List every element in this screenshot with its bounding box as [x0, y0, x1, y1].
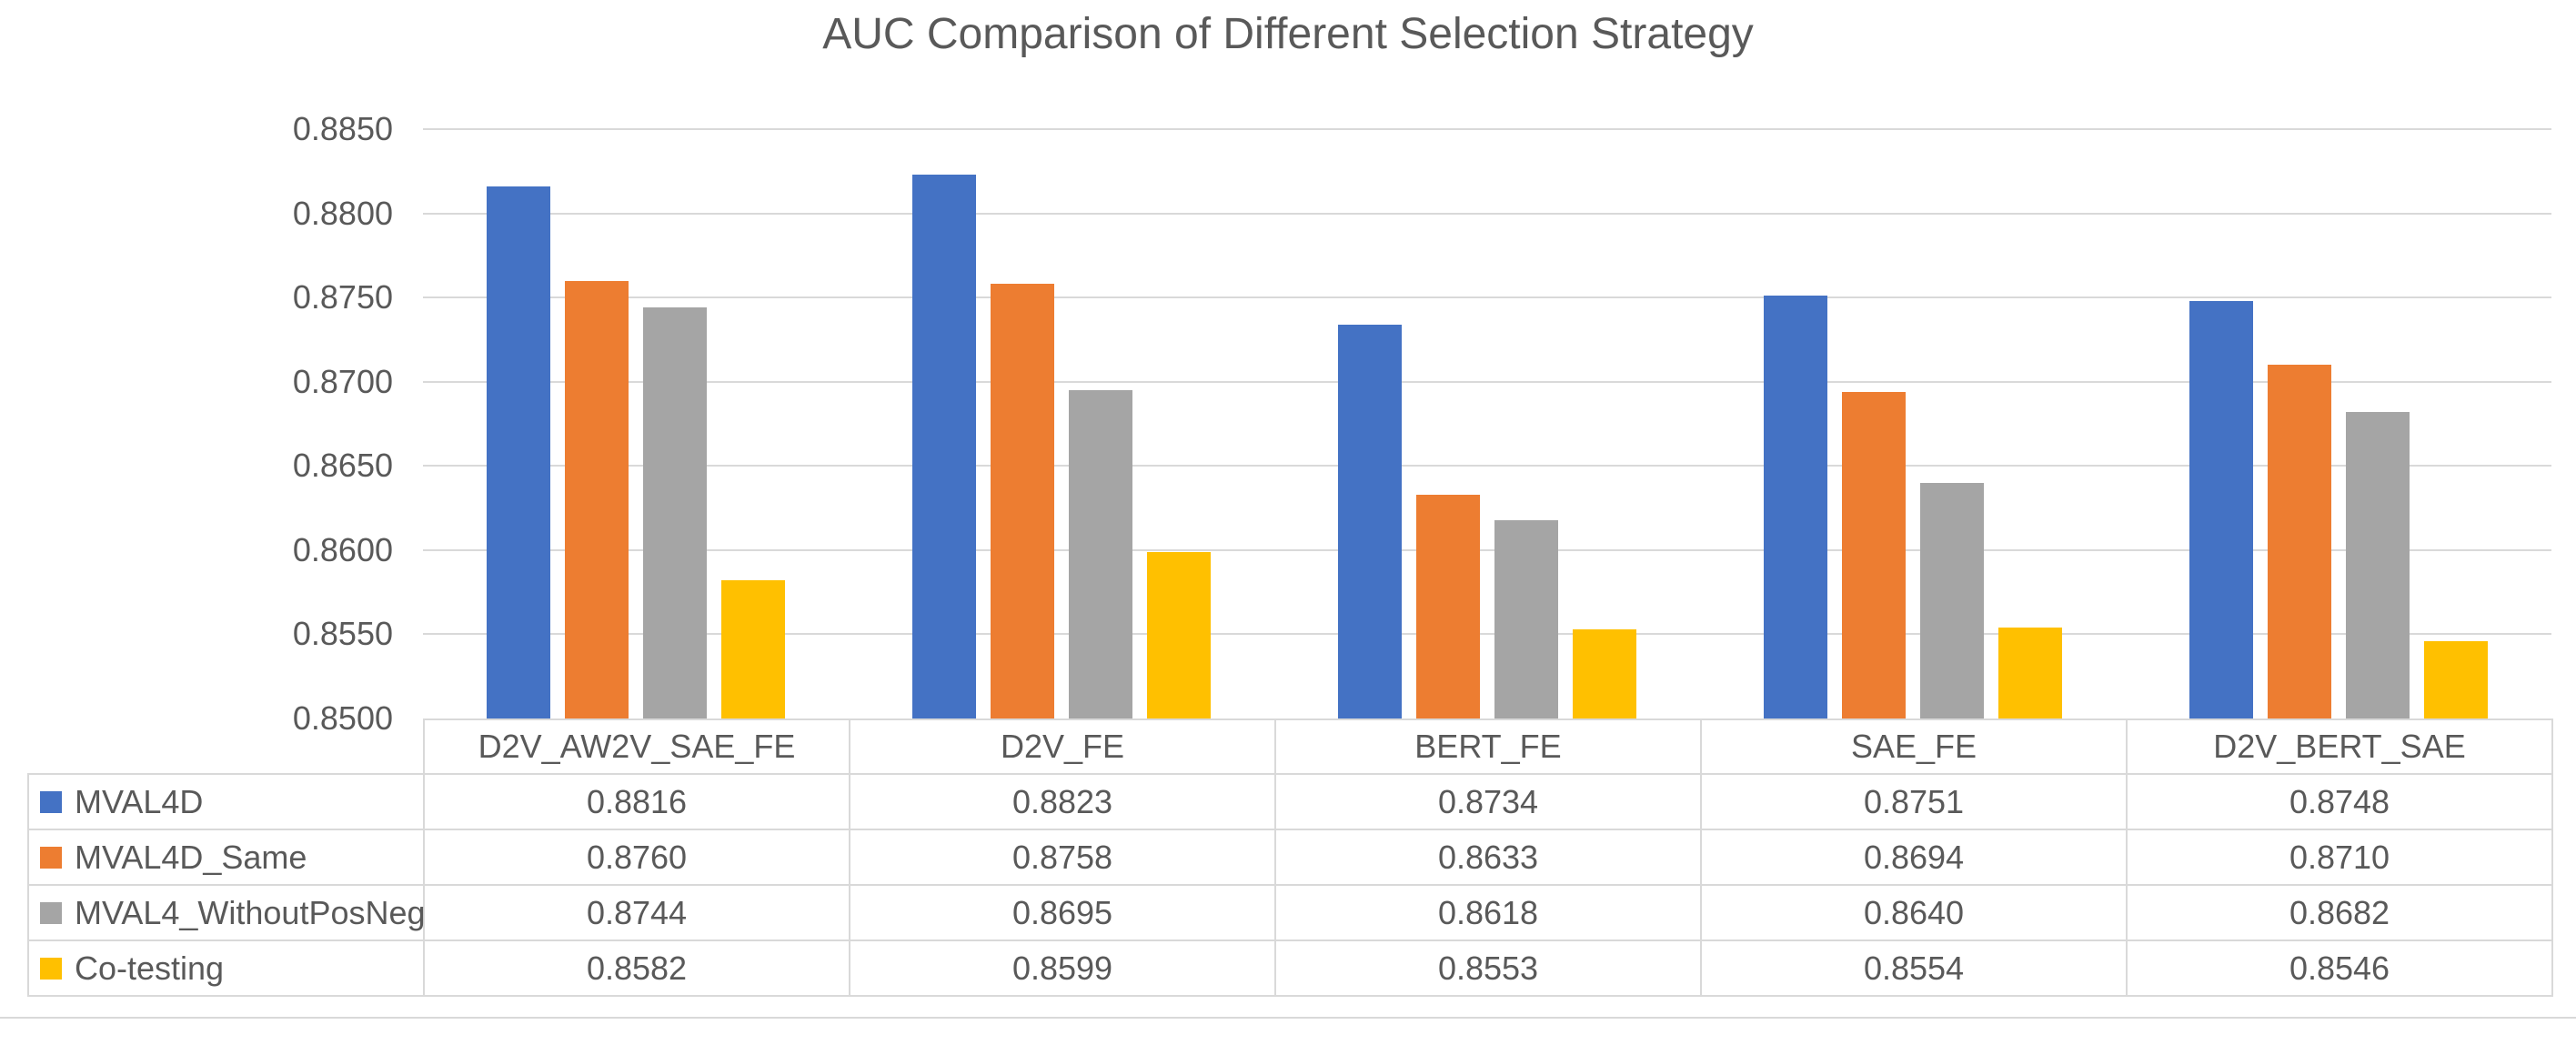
legend-swatch-icon — [40, 790, 62, 813]
bar-co-testing-d2v_bert_sae — [2424, 641, 2488, 718]
value-cell-mval4_withoutposneg-d2v_aw2v_sae_fe: 0.8744 — [425, 886, 850, 941]
value-cell-mval4d-d2v_aw2v_sae_fe: 0.8816 — [425, 775, 850, 830]
bar-group-d2v_fe — [849, 129, 1274, 718]
bar-co-testing-d2v_aw2v_sae_fe — [721, 580, 785, 718]
value-cell-mval4d-bert_fe: 0.8734 — [1276, 775, 1702, 830]
value-cell-mval4_withoutposneg-sae_fe: 0.8640 — [1702, 886, 2128, 941]
grid-line — [423, 128, 2551, 130]
bar-mval4d-sae_fe — [1764, 296, 1827, 718]
legend-item-mval4d: MVAL4D — [29, 775, 425, 830]
chart-frame-bottom-border — [0, 1017, 2576, 1019]
value-cell-mval4d_same-d2v_aw2v_sae_fe: 0.8760 — [425, 830, 850, 886]
grid-line — [423, 296, 2551, 298]
value-cell-co-testing-d2v_fe: 0.8599 — [850, 941, 1276, 997]
y-tick-label: 0.8700 — [292, 363, 393, 400]
bar-mval4_withoutposneg-d2v_fe — [1069, 390, 1132, 718]
bar-mval4d_same-bert_fe — [1416, 495, 1480, 718]
grid-line — [423, 381, 2551, 383]
bar-mval4d_same-d2v_fe — [991, 284, 1054, 718]
value-cell-co-testing-d2v_aw2v_sae_fe: 0.8582 — [425, 941, 850, 997]
bar-mval4_withoutposneg-d2v_aw2v_sae_fe — [643, 307, 707, 718]
bar-mval4d_same-d2v_bert_sae — [2268, 365, 2331, 718]
value-cell-mval4d-d2v_fe: 0.8823 — [850, 775, 1276, 830]
bar-mval4d_same-d2v_aw2v_sae_fe — [565, 281, 629, 718]
value-cell-co-testing-sae_fe: 0.8554 — [1702, 941, 2128, 997]
value-cell-mval4_withoutposneg-d2v_fe: 0.8695 — [850, 886, 1276, 941]
y-tick-label: 0.8750 — [292, 278, 393, 316]
category-header-cell: D2V_AW2V_SAE_FE — [425, 720, 850, 775]
value-cell-mval4_withoutposneg-bert_fe: 0.8618 — [1276, 886, 1702, 941]
category-header-cell: BERT_FE — [1276, 720, 1702, 775]
value-cell-mval4d_same-d2v_bert_sae: 0.8710 — [2128, 830, 2553, 886]
legend-label: Co-testing — [75, 949, 225, 987]
legend-swatch-icon — [40, 901, 62, 924]
bar-co-testing-bert_fe — [1573, 629, 1636, 718]
bar-co-testing-sae_fe — [1998, 628, 2062, 718]
y-tick-label: 0.8800 — [292, 195, 393, 232]
bar-group-d2v_aw2v_sae_fe — [423, 129, 849, 718]
bar-mval4d-d2v_aw2v_sae_fe — [487, 186, 550, 718]
y-tick-label: 0.8650 — [292, 447, 393, 484]
legend-label: MVAL4_WithoutPosNeg — [75, 893, 426, 931]
bar-mval4d-d2v_bert_sae — [2189, 301, 2253, 718]
value-cell-co-testing-d2v_bert_sae: 0.8546 — [2128, 941, 2553, 997]
y-tick-label: 0.8500 — [292, 699, 393, 737]
bar-mval4d_same-sae_fe — [1842, 392, 1906, 718]
y-tick-label: 0.8850 — [292, 110, 393, 147]
grid-line — [423, 549, 2551, 551]
category-header-cell: D2V_FE — [850, 720, 1276, 775]
bar-mval4d-d2v_fe — [912, 175, 976, 718]
category-header-cell: SAE_FE — [1702, 720, 2128, 775]
bar-mval4_withoutposneg-d2v_bert_sae — [2346, 412, 2410, 718]
data-table: D2V_AW2V_SAE_FE D2V_FE BERT_FE SAE_FE D2V_BE… — [423, 718, 2553, 997]
category-header-cell: D2V_BERT_SAE — [2128, 720, 2553, 775]
bar-group-bert_fe — [1274, 129, 1700, 718]
legend-swatch-icon — [40, 846, 62, 869]
grid-line — [423, 465, 2551, 467]
value-cell-mval4d-d2v_bert_sae: 0.8748 — [2128, 775, 2553, 830]
legend-item-co-testing: Co-testing — [29, 941, 425, 997]
value-cell-mval4_withoutposneg-d2v_bert_sae: 0.8682 — [2128, 886, 2553, 941]
value-cell-co-testing-bert_fe: 0.8553 — [1276, 941, 1702, 997]
legend-item-mval4_withoutposneg: MVAL4_WithoutPosNeg — [29, 886, 426, 941]
bar-mval4_withoutposneg-bert_fe — [1494, 520, 1558, 718]
legend-swatch-icon — [40, 957, 62, 980]
value-cell-mval4d-sae_fe: 0.8751 — [1702, 775, 2128, 830]
bar-mval4d-bert_fe — [1338, 325, 1402, 718]
bar-mval4_withoutposneg-sae_fe — [1920, 483, 1984, 718]
legend: MVAL4D MVAL4D_Same MVAL4_WithoutPosNeg Co-t… — [27, 773, 426, 997]
value-cell-mval4d_same-sae_fe: 0.8694 — [1702, 830, 2128, 886]
bar-group-d2v_bert_sae — [2126, 129, 2551, 718]
value-cell-mval4d_same-d2v_fe: 0.8758 — [850, 830, 1276, 886]
legend-label: MVAL4D_Same — [75, 838, 307, 876]
bar-co-testing-d2v_fe — [1147, 552, 1211, 718]
chart-title: AUC Comparison of Different Selection St… — [822, 10, 1754, 58]
bar-group-sae_fe — [1700, 129, 2126, 718]
y-tick-label: 0.8600 — [292, 531, 393, 568]
legend-label: MVAL4D — [75, 782, 204, 820]
legend-item-mval4d_same: MVAL4D_Same — [29, 830, 425, 886]
y-tick-label: 0.8550 — [292, 615, 393, 652]
value-cell-mval4d_same-bert_fe: 0.8633 — [1276, 830, 1702, 886]
grid-line — [423, 633, 2551, 635]
grid-line — [423, 213, 2551, 215]
